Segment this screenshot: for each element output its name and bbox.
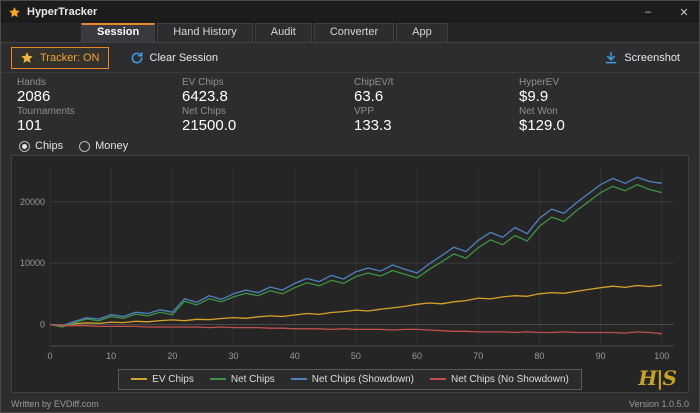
legend-label: Net Chips (No Showdown) [451,373,569,385]
tracker-toggle-button[interactable]: Tracker: ON [11,46,109,69]
version-text: Version 1.0.5.0 [628,399,689,409]
screenshot-button[interactable]: Screenshot [595,47,689,69]
svg-text:60: 60 [412,351,422,361]
stat-label: ChipEV/t [354,77,394,88]
svg-text:0: 0 [47,351,52,361]
star-icon [21,51,33,63]
legend-label: Net Chips (Showdown) [311,373,415,385]
credit-text: Written by EVDiff.com [11,399,99,409]
stat-value: 6423.8 [182,88,228,105]
svg-text:10000: 10000 [20,258,45,268]
radio-money[interactable]: Money [79,140,128,152]
stat-net-chips: Net Chips 21500.0 [182,106,354,135]
close-button[interactable]: ✕ [679,6,689,19]
radio-chips[interactable]: Chips [19,140,63,152]
stat-hands: Hands 2086 [17,77,182,106]
stat-label: HyperEV [519,77,560,88]
stat-label: Net Chips [182,106,226,117]
legend-label: EV Chips [152,373,194,385]
session-stats: Hands 2086 EV Chips 6423.8 ChipEV/t 63.6… [1,73,699,137]
screenshot-label: Screenshot [624,51,680,64]
legend-item-net-chips-no-showdown: Net Chips (No Showdown) [430,374,569,385]
tab-bar: Session Hand History Audit Converter App [1,23,699,43]
legend-item-net-chips: Net Chips [209,373,275,385]
stat-chipev-t: ChipEV/t 63.6 [354,77,519,106]
radio-button-icon [19,140,30,152]
svg-text:40: 40 [290,351,300,361]
tab-app[interactable]: App [396,23,448,42]
svg-text:90: 90 [596,351,606,361]
stat-vpp: VPP 133.3 [354,106,519,135]
status-bar: Written by EVDiff.com Version 1.0.5.0 [1,396,699,412]
radio-chips-label: Chips [35,140,64,152]
radio-money-label: Money [95,140,129,152]
stat-value: 101 [17,117,43,134]
legend-swatch [131,378,148,380]
stat-value: 21500.0 [182,117,237,134]
app-logo-icon [9,6,20,17]
legend-swatch [290,378,307,380]
svg-text:10: 10 [106,351,116,361]
tab-session[interactable]: Session [81,23,156,42]
svg-text:100: 100 [654,351,669,361]
stat-value: 63.6 [354,88,384,105]
tab-audit[interactable]: Audit [254,23,312,42]
tab-converter[interactable]: Converter [313,23,395,42]
radio-button-icon [79,140,91,152]
results-chart-panel: 0 10 20 30 40 50 60 70 80 90 100 0 10000 20000 EV Chi… [11,155,689,393]
hs-brand-logo: H|S [638,366,677,390]
tab-hand-history[interactable]: Hand History [157,23,253,42]
svg-text:20: 20 [167,351,177,361]
chart-mode-toggle: Chips Money [1,137,699,155]
chart-legend: EV Chips Net Chips Net Chips (Showdown) … [118,368,582,390]
clear-session-label: Clear Session [149,51,218,64]
stat-label: EV Chips [182,77,224,88]
stat-value: 133.3 [354,117,392,134]
stat-net-won: Net Won $129.0 [519,106,683,135]
stat-label: Tournaments [17,106,75,117]
stat-label: Hands [17,77,46,88]
stat-hyperev: HyperEV $9.9 [519,77,683,106]
refresh-icon [131,51,142,63]
window-title: HyperTracker [27,6,98,18]
stat-tournaments: Tournaments 101 [17,106,182,135]
toolbar: Tracker: ON Clear Session Screenshot [1,43,699,73]
tracker-toggle-label: Tracker: ON [40,51,100,64]
svg-text:50: 50 [351,351,361,361]
clear-session-button[interactable]: Clear Session [121,47,227,69]
stat-label: VPP [354,106,375,117]
svg-text:80: 80 [534,351,544,361]
svg-text:20000: 20000 [20,197,45,207]
svg-text:0: 0 [40,320,45,330]
legend-item-ev-chips: EV Chips [131,374,194,385]
stat-ev-chips: EV Chips 6423.8 [182,77,354,106]
legend-swatch [430,378,447,380]
stat-value: $9.9 [519,88,549,105]
minimize-button[interactable]: – [644,6,652,18]
titlebar: HyperTracker – ✕ [1,1,699,23]
legend-swatch [209,378,226,380]
download-icon [605,51,617,63]
stat-value: 2086 [17,88,51,105]
stat-label: Net Won [519,106,558,117]
legend-item-net-chips-showdown: Net Chips (Showdown) [290,373,415,385]
chart-legend-row: EV Chips Net Chips Net Chips (Showdown) … [12,366,688,392]
svg-text:70: 70 [473,351,483,361]
stat-value: $129.0 [519,117,565,134]
legend-label: Net Chips [230,373,275,385]
svg-text:30: 30 [229,351,239,361]
results-line-chart: 0 10 20 30 40 50 60 70 80 90 100 0 10000 20000 [20,168,674,361]
